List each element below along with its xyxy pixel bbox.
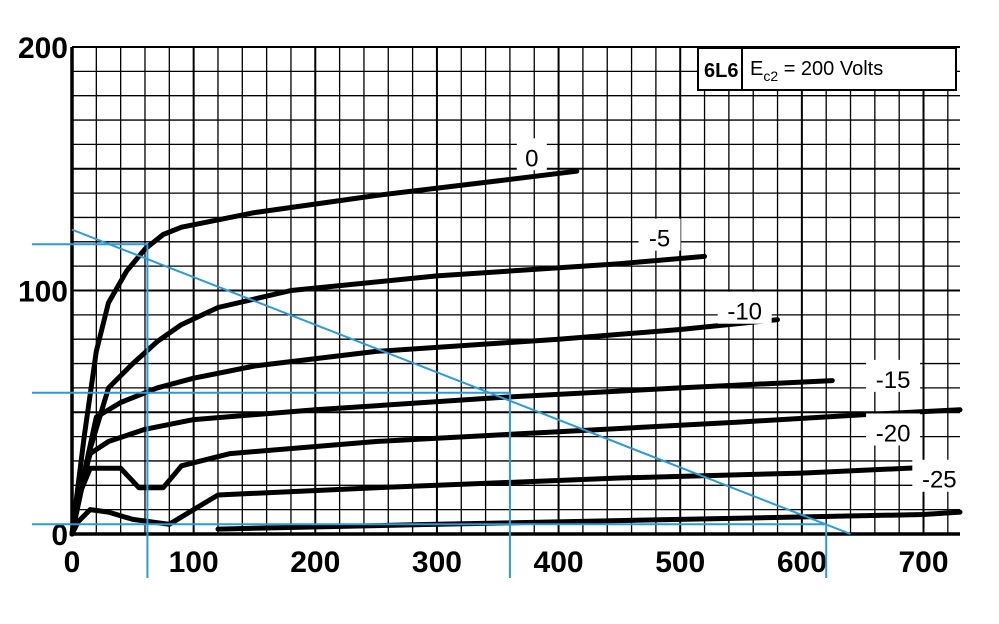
- load-line-group: [32, 228, 851, 578]
- load-line: [71, 228, 851, 535]
- curve-labels: 0 -5 -10 -15 -20 -25: [516, 138, 967, 494]
- curve-label: -10: [727, 299, 762, 326]
- y-tick-label: 200: [18, 32, 68, 65]
- chart-subtitle: Ec2 = 200 Volts: [750, 58, 883, 84]
- title-box: 6L6 Ec2 = 200 Volts: [697, 47, 957, 91]
- x-tick-label: 200: [290, 546, 340, 579]
- curve-label-bg: [638, 218, 681, 251]
- curve-label-bg: [866, 413, 921, 446]
- x-tick-label: 500: [655, 546, 705, 579]
- curve-label: -15: [876, 367, 911, 394]
- curve-minus-5: [69, 253, 707, 537]
- chart-title: 6L6: [704, 60, 738, 82]
- x-tick-label: 400: [534, 546, 584, 579]
- curve-0: [69, 168, 580, 537]
- y-tick-label: 0: [51, 519, 68, 552]
- curve-label: -5: [649, 226, 670, 253]
- curve-label-bg: [717, 291, 772, 324]
- axes: 0 100 200 300 400 500 600 700 0 100 200: [18, 32, 960, 579]
- curve-label: -25: [922, 467, 957, 494]
- x-tick-label: 300: [412, 546, 462, 579]
- curve-label-bg: [516, 138, 547, 171]
- x-tick-label: 700: [898, 546, 948, 579]
- y-tick-label: 100: [18, 276, 68, 309]
- curve-lowest: [215, 509, 963, 532]
- x-tick-label: 100: [169, 546, 219, 579]
- curve-minus-25: [69, 463, 963, 537]
- curve-minus-15: [69, 378, 835, 537]
- curve-label-bg: [912, 459, 967, 492]
- curves: [69, 168, 963, 537]
- x-tick-label: 600: [777, 546, 827, 579]
- curve-label-bg: [866, 359, 921, 392]
- curve-minus-20: [69, 407, 963, 537]
- curve-label: -20: [876, 420, 911, 447]
- curve-minus-10: [69, 317, 780, 537]
- x-tick-label: 0: [64, 546, 81, 579]
- curve-label: 0: [525, 145, 538, 172]
